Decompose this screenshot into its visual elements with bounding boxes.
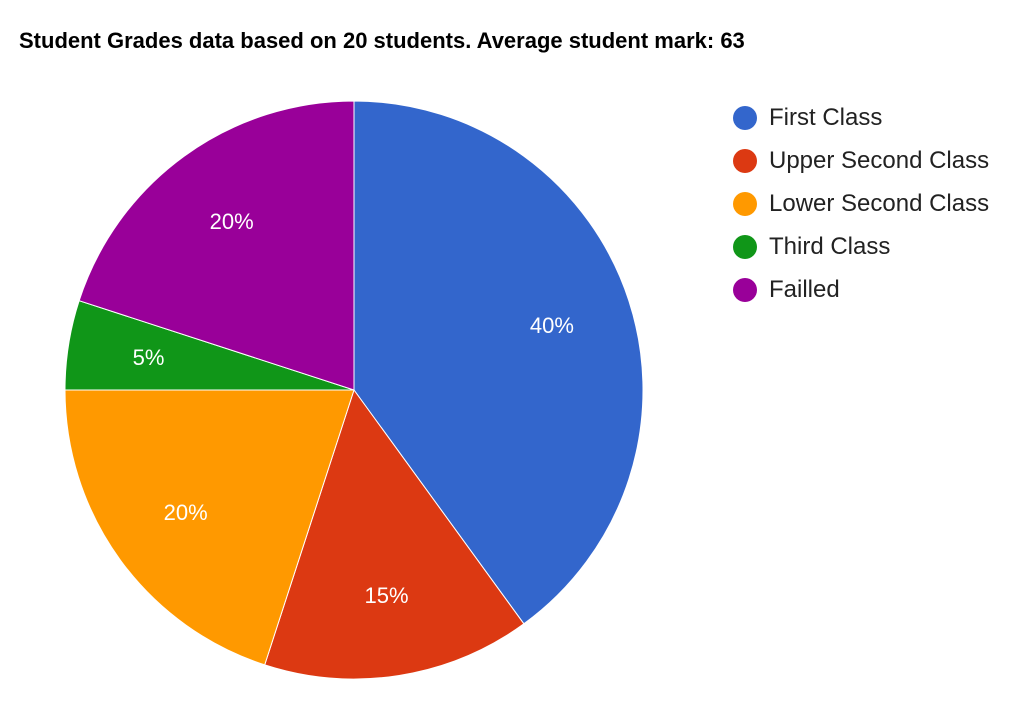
slice-label-failled: 20% bbox=[210, 209, 254, 234]
chart-title: Student Grades data based on 20 students… bbox=[19, 28, 745, 53]
legend-item-first-class[interactable]: First Class bbox=[733, 96, 989, 139]
legend-label: Failled bbox=[769, 275, 840, 303]
pie-slice-first-class[interactable] bbox=[353, 100, 644, 625]
legend-label: Third Class bbox=[769, 232, 891, 260]
legend-item-failled[interactable]: Failled bbox=[733, 268, 989, 311]
legend-item-third-class[interactable]: Third Class bbox=[733, 225, 989, 268]
legend-item-lower-second-class[interactable]: Lower Second Class bbox=[733, 182, 989, 225]
slice-label-upper-second-class: 15% bbox=[365, 583, 409, 608]
slice-label-third-class: 5% bbox=[133, 345, 165, 370]
legend-label: First Class bbox=[769, 103, 883, 131]
pie-slice-failled[interactable] bbox=[78, 100, 355, 391]
legend-swatch bbox=[733, 105, 757, 130]
legend: First Class Upper Second Class Lower Sec… bbox=[733, 96, 989, 311]
slice-label-first-class: 40% bbox=[530, 313, 574, 338]
legend-swatch bbox=[733, 234, 757, 259]
legend-swatch bbox=[733, 148, 757, 173]
legend-swatch bbox=[733, 191, 757, 216]
pie-slice-upper-second-class[interactable] bbox=[264, 388, 525, 680]
legend-swatch bbox=[733, 277, 757, 302]
legend-label: Lower Second Class bbox=[769, 189, 990, 217]
legend-item-upper-second-class[interactable]: Upper Second Class bbox=[733, 139, 989, 182]
legend-label: Upper Second Class bbox=[769, 146, 990, 174]
slice-label-lower-second-class: 20% bbox=[164, 500, 208, 525]
pie-slice-lower-second-class[interactable] bbox=[64, 389, 355, 666]
